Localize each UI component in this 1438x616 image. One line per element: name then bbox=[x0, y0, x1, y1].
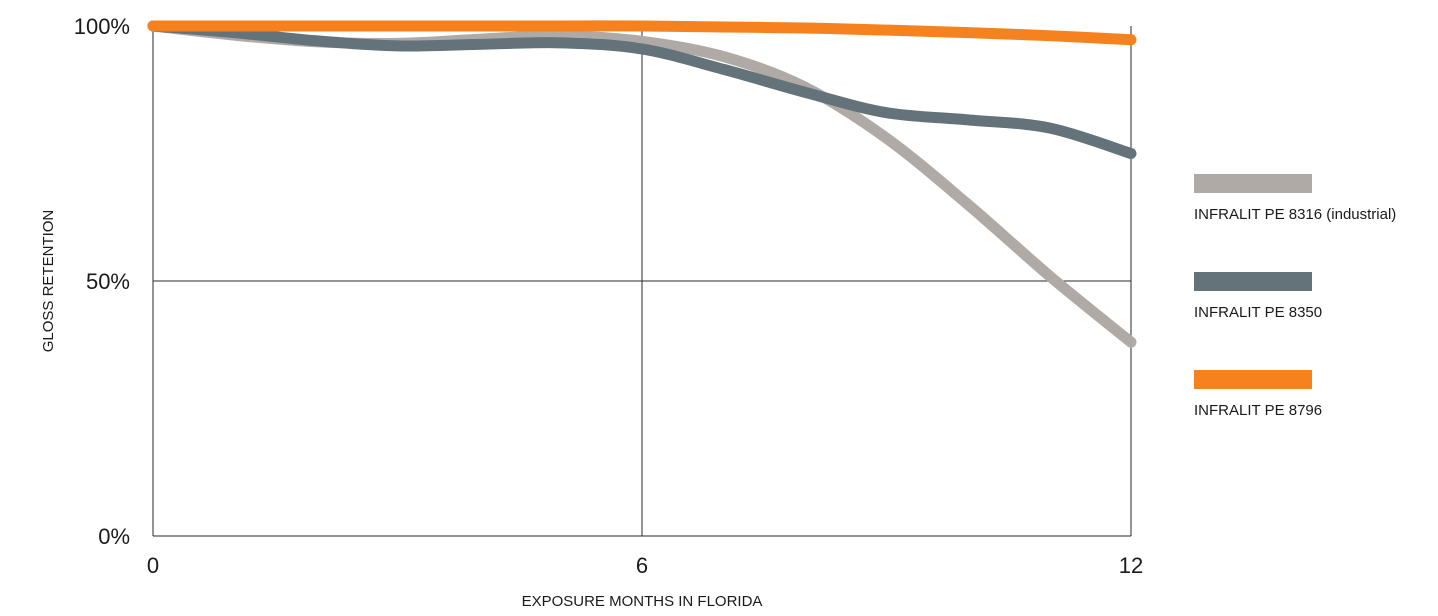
series-layer bbox=[147, 20, 1137, 348]
legend-label-pe-8350: INFRALIT PE 8350 bbox=[1194, 304, 1322, 321]
legend-swatch-pe-8350 bbox=[1194, 272, 1312, 291]
y-tick-label: 0% bbox=[98, 524, 130, 549]
y-axis-label: GLOSS RETENTION bbox=[40, 210, 57, 353]
series-line-pe-8796 bbox=[147, 20, 1137, 46]
series-line-pe-8350 bbox=[147, 20, 1137, 159]
grid-layer bbox=[152, 26, 1132, 537]
legend: INFRALIT PE 8316 (industrial) INFRALIT PE… bbox=[1194, 174, 1396, 419]
legend-label-pe-8316: INFRALIT PE 8316 (industrial) bbox=[1194, 206, 1396, 223]
y-tick-label: 100% bbox=[74, 14, 130, 39]
x-axis-label: EXPOSURE MONTHS IN FLORIDA bbox=[522, 593, 763, 610]
legend-swatch-pe-8796 bbox=[1194, 370, 1312, 389]
legend-label-pe-8796: INFRALIT PE 8796 bbox=[1194, 402, 1322, 419]
tick-layer: 0 6 12 0% 50% 100% bbox=[74, 14, 1144, 578]
x-tick-label: 6 bbox=[636, 553, 648, 578]
x-tick-label: 0 bbox=[147, 553, 159, 578]
y-tick-label: 50% bbox=[86, 269, 130, 294]
x-tick-label: 12 bbox=[1119, 553, 1143, 578]
legend-swatch-pe-8316 bbox=[1194, 174, 1312, 193]
